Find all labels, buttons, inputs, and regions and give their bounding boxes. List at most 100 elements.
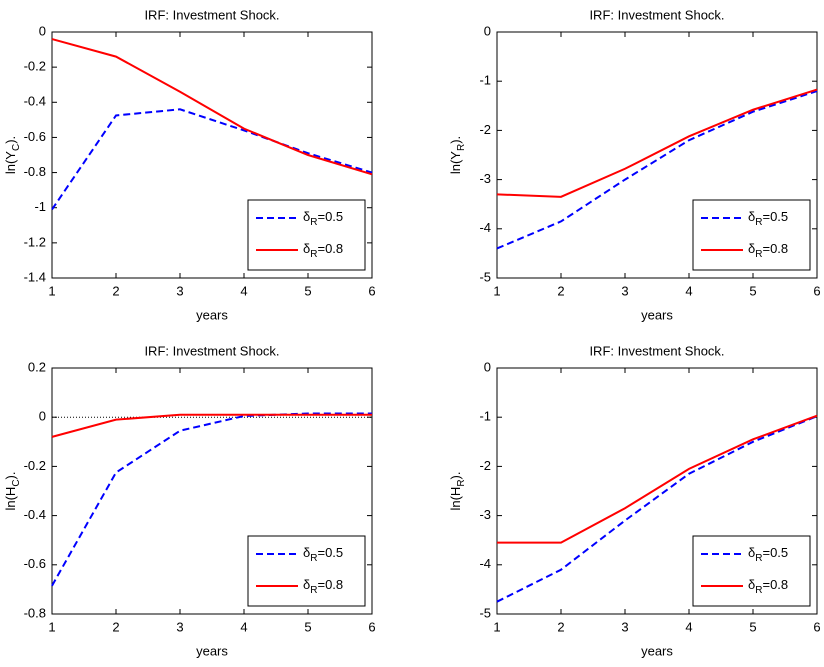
y-axis-label-part: ln(Y <box>448 151 463 174</box>
y-tick-label: -3 <box>479 507 491 522</box>
y-tick-label: 0 <box>484 359 491 374</box>
x-tick-label: 2 <box>112 619 119 634</box>
legend-label-sub: R <box>755 585 762 596</box>
legend-label-part: δ <box>748 577 755 592</box>
series-line <box>51 38 373 176</box>
series-line <box>496 415 818 603</box>
y-tick-label: -5 <box>479 269 491 284</box>
legend-label-part: δ <box>303 241 310 256</box>
legend-label-sub: R <box>310 217 317 228</box>
x-axis-label: years <box>641 307 673 322</box>
y-tick-label: -0.4 <box>24 507 46 522</box>
x-tick-label: 5 <box>304 283 311 298</box>
x-tick-label: 1 <box>493 283 500 298</box>
legend-label-sub: R <box>310 585 317 596</box>
legend-box <box>692 199 811 271</box>
legend-label: δR=0.5 <box>303 209 343 227</box>
legend-label-part: =0.5 <box>762 545 788 560</box>
series-line <box>51 412 372 587</box>
chart-title: IRF: Investment Shock. <box>589 343 724 358</box>
y-tick-label: -1.4 <box>24 269 46 284</box>
x-tick-label: 4 <box>240 283 247 298</box>
legend-label: δR=0.5 <box>748 545 788 563</box>
x-axis-label: years <box>196 643 228 658</box>
x-axis-label: years <box>641 643 673 658</box>
y-tick-label: -0.6 <box>24 129 46 144</box>
legend-box <box>692 535 811 607</box>
y-tick-label: -0.8 <box>24 164 46 179</box>
legend-box <box>247 199 366 271</box>
series-line <box>51 108 373 211</box>
series-line <box>496 90 818 250</box>
legend-label-part: δ <box>303 577 310 592</box>
legend-label-part: δ <box>748 209 755 224</box>
legend-label-sub: R <box>755 217 762 228</box>
y-tick-label: -4 <box>479 556 491 571</box>
legend-label-sub: R <box>755 249 762 260</box>
y-axis-label-part: ). <box>3 136 18 144</box>
y-tick-label: -4 <box>479 220 491 235</box>
x-tick-label: 2 <box>557 619 564 634</box>
legend-label-part: =0.8 <box>317 577 343 592</box>
y-axis-label-part: ). <box>448 471 463 479</box>
y-tick-label: -1 <box>34 199 46 214</box>
y-tick-label: 0.2 <box>28 359 46 374</box>
y-axis-label-part: ). <box>3 471 18 479</box>
y-tick-label: -0.8 <box>24 605 46 620</box>
series-line <box>497 414 818 544</box>
y-tick-label: -1 <box>479 73 491 88</box>
y-tick-label: -2 <box>479 458 491 473</box>
x-tick-label: 4 <box>240 619 247 634</box>
chart-title: IRF: Investment Shock. <box>144 7 279 22</box>
legend-label-part: =0.5 <box>317 209 343 224</box>
series-line <box>51 413 372 438</box>
x-tick-label: 4 <box>685 283 692 298</box>
legend-label: δR=0.8 <box>748 577 788 595</box>
legend-box <box>247 535 366 607</box>
x-tick-label: 5 <box>749 619 756 634</box>
x-tick-label: 6 <box>368 619 375 634</box>
x-tick-label: 3 <box>621 619 628 634</box>
legend-label: δR=0.8 <box>748 241 788 259</box>
y-tick-label: -0.4 <box>24 94 46 109</box>
y-axis-label: ln(YR). <box>448 136 466 174</box>
legend-label-sub: R <box>310 249 317 260</box>
y-tick-label: -0.6 <box>24 556 46 571</box>
y-tick-label: -5 <box>479 605 491 620</box>
legend-label: δR=0.5 <box>748 209 788 227</box>
y-axis-label-part: ln(Y <box>3 151 18 174</box>
y-axis-label: ln(HC). <box>3 471 21 510</box>
y-axis-label-sub: R <box>456 479 467 486</box>
legend-label-part: =0.8 <box>317 241 343 256</box>
x-tick-label: 1 <box>48 283 55 298</box>
legend-label: δR=0.8 <box>303 577 343 595</box>
legend-label: δR=0.8 <box>303 241 343 259</box>
y-axis-label-part: ln(H <box>3 487 18 511</box>
y-axis-label-sub: C <box>11 144 22 151</box>
legend-label: δR=0.5 <box>303 545 343 563</box>
chart-title: IRF: Investment Shock. <box>144 343 279 358</box>
y-tick-label: 0 <box>39 409 46 424</box>
x-tick-label: 6 <box>368 283 375 298</box>
legend-label-part: δ <box>303 209 310 224</box>
y-tick-label: -0.2 <box>24 458 46 473</box>
legend-label-part: =0.8 <box>762 241 788 256</box>
y-tick-label: -1 <box>479 409 491 424</box>
legend-label-part: =0.5 <box>762 209 788 224</box>
y-axis-label-part: ln(H <box>448 487 463 511</box>
y-axis-label: ln(YC). <box>3 136 21 174</box>
y-tick-label: 0 <box>484 23 491 38</box>
x-tick-label: 3 <box>176 619 183 634</box>
y-tick-label: -0.2 <box>24 59 46 74</box>
y-axis-label-part: ). <box>448 136 463 144</box>
y-axis-label-sub: C <box>11 479 22 486</box>
y-tick-label: -2 <box>479 122 491 137</box>
x-tick-label: 5 <box>749 283 756 298</box>
series-line <box>496 88 818 198</box>
x-tick-label: 1 <box>493 619 500 634</box>
legend-label-part: =0.8 <box>762 577 788 592</box>
x-tick-label: 2 <box>557 283 564 298</box>
chart-title: IRF: Investment Shock. <box>589 7 724 22</box>
y-axis-label: ln(HR). <box>448 471 466 510</box>
y-tick-label: -3 <box>479 171 491 186</box>
